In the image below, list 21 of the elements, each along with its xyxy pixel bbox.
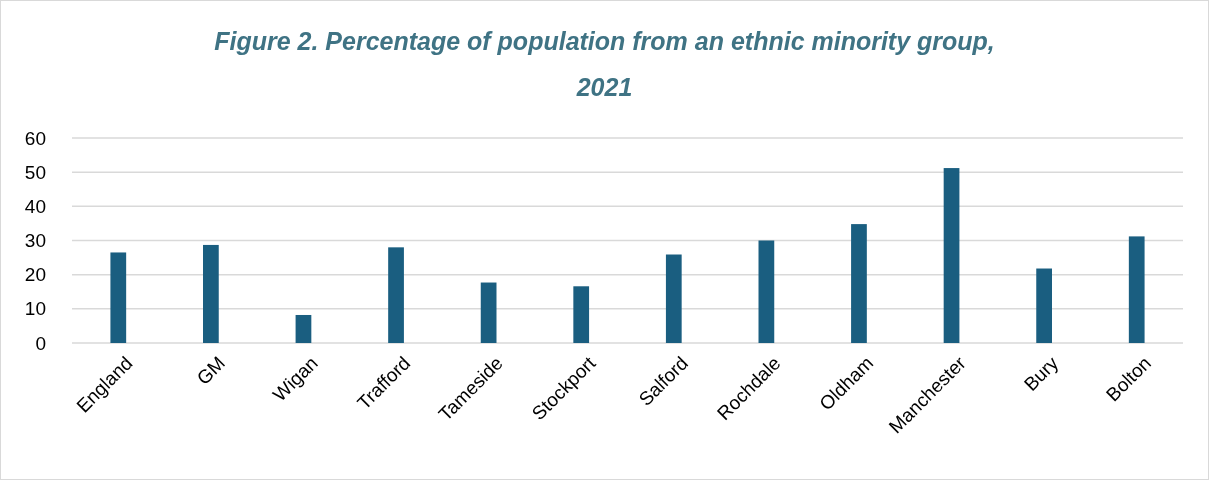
bar — [388, 247, 404, 343]
bar — [943, 168, 960, 343]
y-tick-label: 20 — [24, 264, 46, 286]
y-tick-label: 40 — [24, 195, 46, 217]
bar — [295, 314, 312, 343]
bar — [480, 282, 497, 343]
y-tick-label: 30 — [24, 230, 46, 252]
bar — [203, 244, 219, 343]
y-tick-label: 60 — [24, 127, 46, 149]
y-tick-label: 50 — [24, 161, 46, 183]
bar — [665, 254, 682, 343]
bar — [110, 252, 127, 343]
x-tick-label: GM — [192, 352, 230, 389]
bar — [758, 240, 775, 343]
chart-title: Figure 2. Percentage of population from an ethnic minority group, 2021 — [214, 27, 995, 101]
bar — [1036, 268, 1052, 343]
bar — [1128, 236, 1145, 343]
y-tick-label: 10 — [24, 298, 46, 320]
bar — [851, 224, 867, 343]
bar — [573, 286, 590, 343]
y-tick-label: 0 — [35, 332, 46, 354]
